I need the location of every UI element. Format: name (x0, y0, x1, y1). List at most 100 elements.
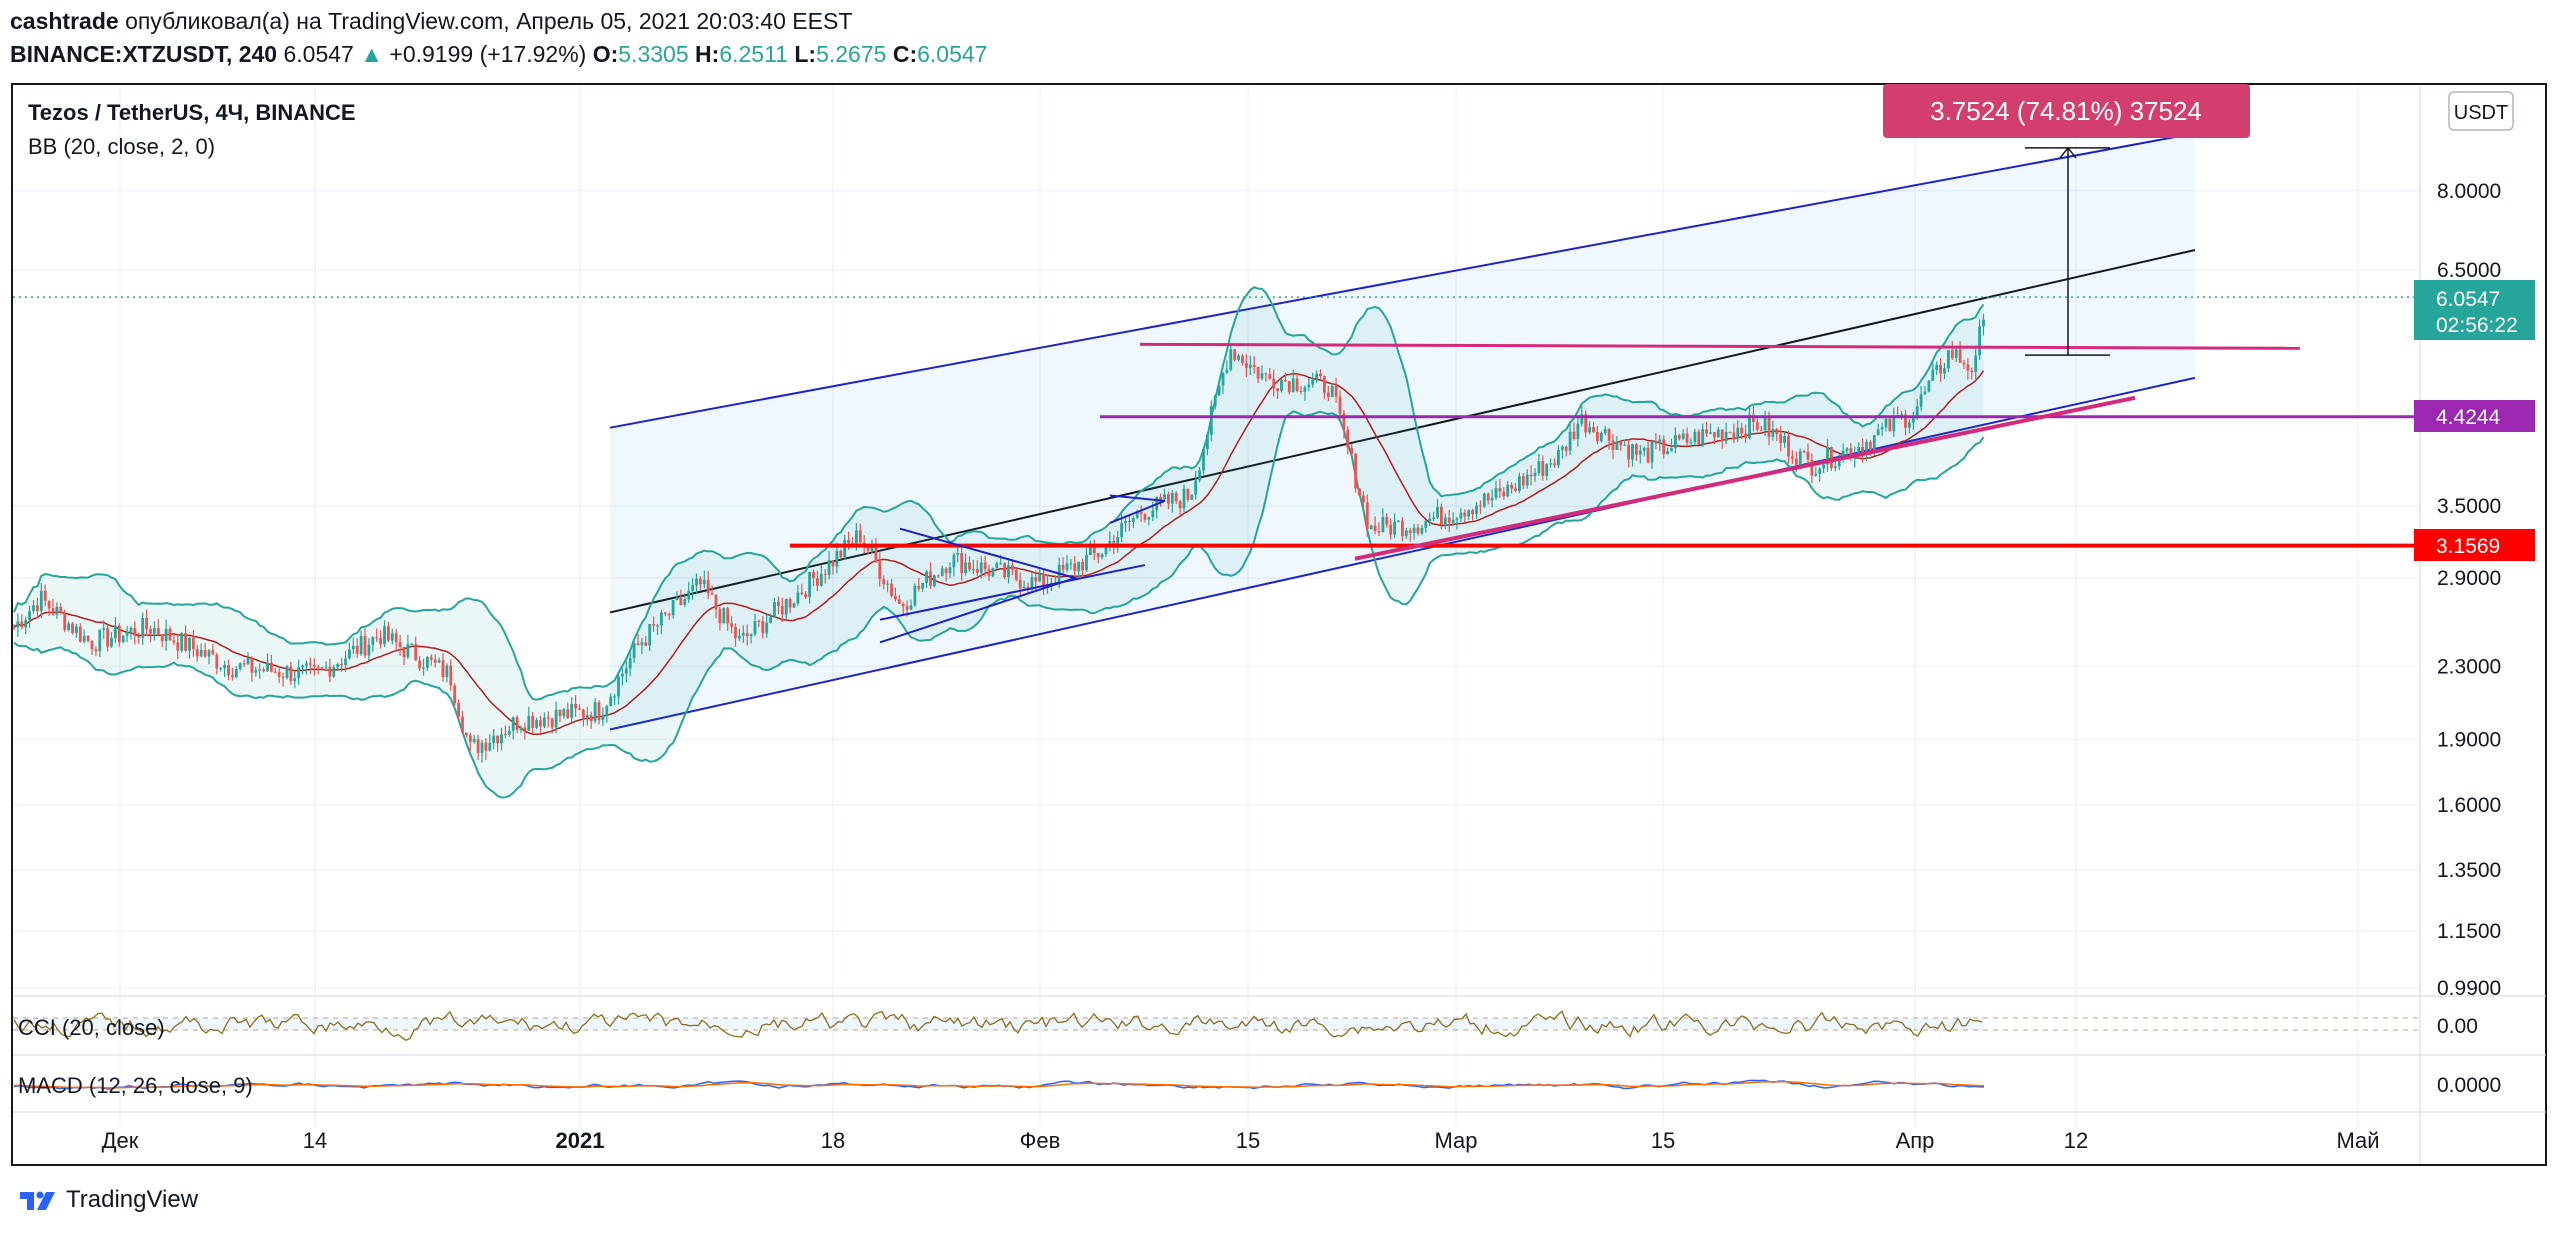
candle-body (1615, 441, 1619, 450)
candle-body (975, 569, 979, 573)
candle-body (827, 560, 831, 575)
macd-legend[interactable]: MACD (12, 26, close, 9) (18, 1073, 253, 1098)
y-axis-label: 3.5000 (2437, 495, 2501, 518)
candle-body (543, 717, 546, 727)
candle-body (433, 659, 437, 663)
candle-body (1674, 435, 1677, 449)
candle-body (574, 703, 577, 709)
candles (12, 313, 1985, 763)
resistance-line (1139, 342, 2301, 350)
candle-body (660, 612, 663, 626)
candle-body (1494, 488, 1498, 498)
cci-line (13, 1010, 1983, 1041)
y-axis-label: 1.1500 (2437, 920, 2501, 943)
candle-body (1943, 368, 1946, 374)
badge-red: 3.1569 (2414, 529, 2535, 561)
candle-body (773, 601, 776, 618)
candle-body (371, 637, 375, 645)
candle-body (1553, 463, 1556, 466)
candle-body (1248, 364, 1252, 368)
candle-body (316, 666, 320, 668)
candle-body (461, 716, 464, 733)
candle-body (554, 709, 558, 728)
candle-body (1303, 387, 1307, 392)
candle-body (913, 585, 917, 606)
candle-body (367, 644, 371, 656)
brand-name: TradingView (66, 1186, 199, 1213)
candle-body (476, 739, 480, 753)
candle-body (1237, 355, 1240, 360)
candle-body (652, 624, 655, 626)
candle-body (1947, 350, 1950, 369)
author-name[interactable]: cashtrade (10, 8, 119, 34)
candle-body (379, 638, 382, 645)
candle-body (1525, 474, 1529, 486)
candle-body (1401, 520, 1404, 537)
bb-legend[interactable]: BB (20, close, 2, 0) (28, 134, 215, 159)
candle-body (1260, 373, 1264, 379)
candle-body (562, 709, 566, 717)
currency-button[interactable]: USDT (2448, 91, 2514, 131)
candle-body (1845, 448, 1849, 451)
ascending-support-line (1354, 395, 2136, 561)
candle-body (98, 629, 102, 652)
candle-body (866, 545, 870, 551)
candle-body (1459, 512, 1463, 519)
candle-body (211, 650, 215, 655)
candle-body (223, 664, 226, 669)
candle-body (1736, 427, 1740, 439)
candle-body (1393, 521, 1396, 535)
candle-body (1057, 564, 1061, 585)
candle-body (1670, 448, 1673, 452)
candle-body (1408, 530, 1412, 533)
candle-body (819, 573, 823, 586)
measure-badge[interactable]: 3.7524 (74.81%) 37524 (1883, 84, 2250, 138)
candle-body (1147, 517, 1151, 520)
footer-brand[interactable]: TradingView (18, 1186, 198, 1214)
close-label: C: (892, 41, 918, 67)
measure-label: 3.7524 (74.81%) 37524 (1930, 96, 2202, 126)
candle-body (418, 660, 421, 669)
open-value: 5.3305 (618, 41, 689, 67)
candle-body (808, 571, 811, 598)
candle-body (784, 599, 788, 615)
candle-body (882, 579, 886, 585)
open-label: O: (592, 41, 619, 67)
candle-body (1373, 525, 1377, 532)
candle-body (679, 598, 683, 605)
macd-signal-line (13, 1080, 1985, 1089)
candle-body (355, 645, 359, 655)
candle-body (1389, 524, 1393, 535)
candle-body (1681, 433, 1685, 439)
candle-body (1256, 367, 1260, 379)
candle-body (266, 662, 269, 672)
cci-legend[interactable]: CCI (20, close) (18, 1015, 165, 1040)
candle-body (340, 664, 343, 666)
candle-body (500, 734, 503, 744)
triangle-support-line (879, 564, 1146, 621)
candle-body (348, 649, 351, 659)
candle-body (1241, 355, 1244, 363)
candle-body (1206, 434, 1209, 450)
candle-body (1358, 488, 1361, 496)
candle-body (32, 605, 35, 612)
candle-body (1888, 418, 1892, 432)
candle-body (1167, 494, 1170, 504)
candle-body (504, 734, 507, 736)
candle-body (1830, 447, 1833, 469)
candle-body (215, 654, 219, 669)
candle-body (176, 642, 180, 651)
candle-body (1428, 518, 1432, 522)
candle-body (192, 637, 195, 650)
candle-body (390, 633, 394, 641)
measure-badge-bg (1883, 84, 2250, 138)
symbol-info: BINANCE:XTZUSDT, 240 6.0547 ▲ +0.9199 (+… (10, 41, 987, 68)
candle-body (1697, 431, 1701, 445)
candle-body (1065, 563, 1069, 570)
chart-frame[interactable] (11, 83, 2547, 1166)
candle-body (1744, 433, 1747, 439)
x-axis-label: 15 (1236, 1128, 1260, 1153)
candle-body (1911, 415, 1915, 423)
candle-body (320, 667, 324, 669)
